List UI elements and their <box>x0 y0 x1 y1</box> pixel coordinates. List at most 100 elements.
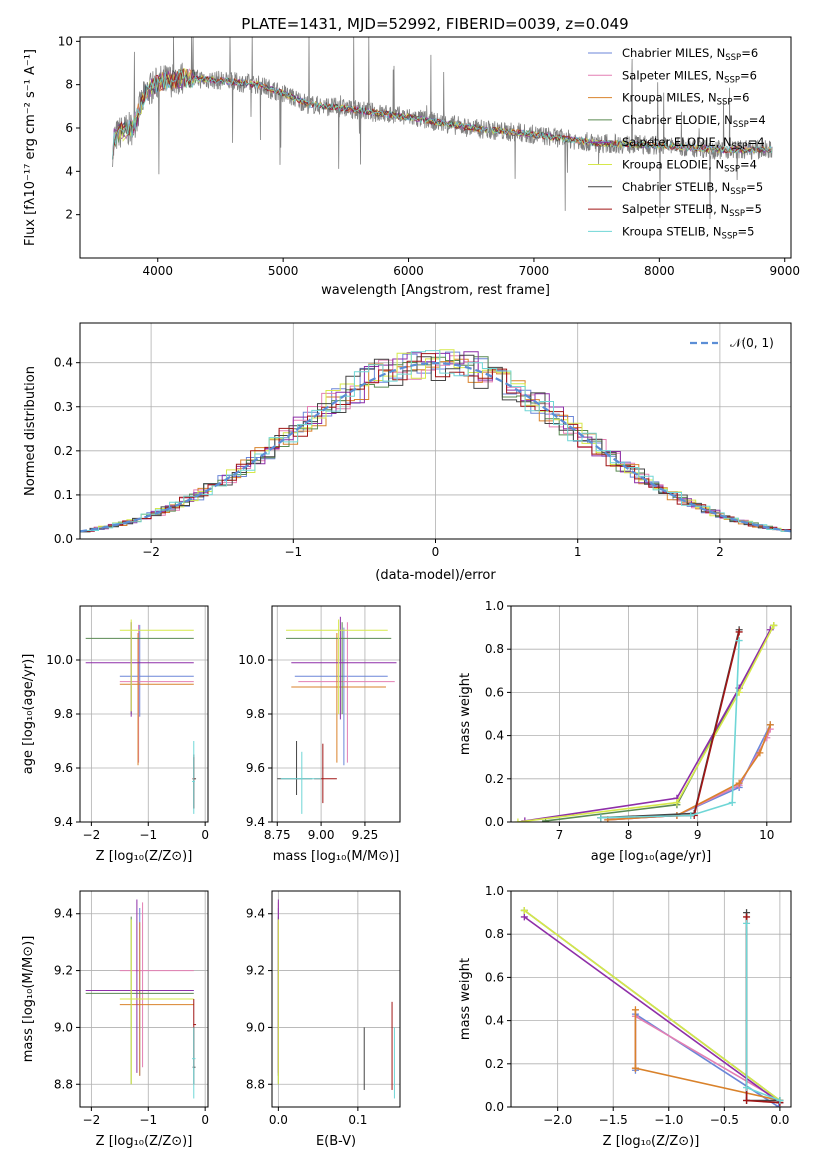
residual-histogram-chabrier_stelib <box>80 354 787 533</box>
y-tick-label: 0.0 <box>54 532 73 546</box>
legend-nssp-prefix: , N <box>716 135 732 149</box>
mass-weight-series-kroupa_stelib <box>597 637 743 822</box>
legend-entry-salpeter_elodie: Salpeter ELODIE, NSSP=4 <box>622 135 765 152</box>
x-tick-label: 8.75 <box>264 828 291 842</box>
legend-entry-kroupa_stelib: Kroupa STELIB, NSSP=5 <box>622 224 754 241</box>
mass-weight-marker <box>514 818 522 822</box>
legend-nssp-sub: SSP <box>725 53 741 63</box>
y-axis-label: mass weight <box>458 673 473 755</box>
legend-name: Chabrier MILES <box>622 46 709 60</box>
mass-weight-line <box>545 625 775 822</box>
panel-weight_vs_age: 7 8 9 10 0.0 0.2 0.4 0.6 0.8 1.0 age [log₁₀(age/yr… <box>458 599 792 864</box>
plot-area <box>85 899 197 1099</box>
x-tick-label: 2 <box>716 545 724 559</box>
legend-name: Kroupa STELIB <box>622 224 706 238</box>
plot-area <box>112 37 773 220</box>
mass-weight-marker <box>728 799 736 807</box>
mass-weight-marker <box>735 628 743 636</box>
legend-nssp-value: = <box>745 202 755 216</box>
y-axis-label: mass weight <box>458 958 473 1040</box>
axes-frame <box>79 36 792 259</box>
legend-nssp-number: 4 <box>750 158 757 172</box>
mass-weight-marker <box>597 814 605 822</box>
mass-weight-series-chabrier_elodie <box>542 621 778 822</box>
mass-weight-marker <box>743 913 751 921</box>
x-axis-label: (data-model)/error <box>375 568 496 583</box>
y-tick-label: 8.8 <box>246 1077 265 1091</box>
y-tick-label: 8.8 <box>54 1077 73 1091</box>
legend-nssp-sub: SSP <box>730 187 746 197</box>
plot-area <box>85 619 197 814</box>
legend-nssp-value: = <box>737 224 747 238</box>
normal-distribution-curve <box>80 361 791 533</box>
legend-entry-chabrier_elodie: Chabrier ELODIE, NSSP=4 <box>622 113 766 130</box>
errorbar-point-chabrier_miles <box>294 627 388 766</box>
panel-spectrum: 4000 5000 6000 7000 8000 9000246810wavelength… <box>23 34 800 298</box>
errorbar-point-kroupa_elodie <box>286 619 388 714</box>
y-tick-label: 0.4 <box>485 1014 504 1028</box>
x-axis-label: Z [log₁₀(Z/Z⊙)] <box>96 849 193 864</box>
y-tick-label: 0.3 <box>54 400 73 414</box>
x-axis-label: wavelength [Angstrom, rest frame] <box>321 283 550 298</box>
mass-weight-marker <box>520 913 528 921</box>
x-tick-label: 9.25 <box>352 828 379 842</box>
legend-nssp-prefix: , N <box>708 158 724 172</box>
residual-histogram-kroupa_stelib <box>84 350 791 532</box>
legend-entry-chabrier_miles: Chabrier MILES, NSSP=6 <box>622 46 758 63</box>
errorbar-point-salpeter_miles <box>119 902 194 1068</box>
figure-title: PLATE=1431, MJD=52992, FIBERID=0039, z=0… <box>241 15 628 33</box>
y-tick-label: 9.6 <box>246 761 265 775</box>
legend-name: Salpeter STELIB <box>622 202 713 216</box>
x-tick-label: −2 <box>83 1113 101 1127</box>
errorbar-point-chabrier_miles <box>119 624 194 717</box>
y-tick-label: 0.8 <box>485 642 504 656</box>
axes-frame <box>510 605 792 823</box>
y-tick-label: 9.0 <box>54 1020 73 1034</box>
mass-weight-series-kroupa_elodie <box>514 621 778 822</box>
mass-weight-marker <box>756 749 764 757</box>
errorbar-point-kroupa_miles <box>119 633 194 766</box>
legend-name: Kroupa MILES <box>622 91 701 105</box>
y-tick-label: 9.4 <box>246 815 265 829</box>
errorbar-point-salpeter_elodie <box>291 616 397 720</box>
legend-nssp-number: 5 <box>747 224 754 238</box>
y-tick-label: 9.0 <box>246 1020 265 1034</box>
y-tick-label: 9.2 <box>54 964 73 978</box>
y-axis-label: Flux [fλ10⁻¹⁷ erg cm⁻² s⁻¹ A⁻¹] <box>23 49 38 246</box>
legend-nssp-sub: SSP <box>724 165 740 175</box>
legend-entry-chabrier_stelib: Chabrier STELIB, NSSP=5 <box>622 180 763 197</box>
y-tick-label: 0.2 <box>485 1057 504 1071</box>
x-tick-label: 6000 <box>393 264 424 278</box>
y-tick-label: 0.1 <box>54 488 73 502</box>
legend-name: Salpeter MILES <box>622 68 708 82</box>
y-tick-label: 10.0 <box>238 653 265 667</box>
x-tick-label: 7 <box>556 828 564 842</box>
mass-weight-marker <box>743 1084 751 1092</box>
mass-weight-line <box>517 625 775 822</box>
y-axis-label: Normed distribution <box>23 366 38 496</box>
x-tick-label: 0 <box>432 545 440 559</box>
errorbar-point-salpeter_elodie <box>85 899 194 1073</box>
legend-nssp-value: = <box>732 91 742 105</box>
errorbar-point-salpeter_miles <box>298 622 395 763</box>
errorbar-point-kroupa_stelib <box>192 741 195 814</box>
y-tick-label: 0.0 <box>485 1100 504 1114</box>
legend-name: Chabrier ELODIE <box>622 113 717 127</box>
axes-frame <box>79 890 209 1108</box>
errorbar-point-salpeter_stelib <box>314 743 337 804</box>
x-tick-label: 9000 <box>769 264 800 278</box>
panel-mass_vs_ebv: 0.0 0.1 8.8 9.0 9.2 9.4 E(B-V) <box>246 890 401 1149</box>
y-tick-label: 4 <box>65 164 73 178</box>
y-axis-label: age [log₁₀(age/yr)] <box>21 654 36 775</box>
y-tick-label: 10 <box>58 34 73 48</box>
y-axis-label: mass [log₁₀(M/M⊙)] <box>21 936 36 1063</box>
legend-nssp-sub: SSP <box>722 231 738 241</box>
plot-area <box>277 616 397 814</box>
y-tick-label: 0.6 <box>485 685 504 699</box>
y-tick-label: 10.0 <box>46 653 73 667</box>
x-tick-label: −1.5 <box>599 1113 628 1127</box>
x-tick-label: 5000 <box>268 264 299 278</box>
mass-weight-marker <box>770 621 778 629</box>
legend-entry-salpeter_stelib: Salpeter STELIB, NSSP=5 <box>622 202 762 219</box>
